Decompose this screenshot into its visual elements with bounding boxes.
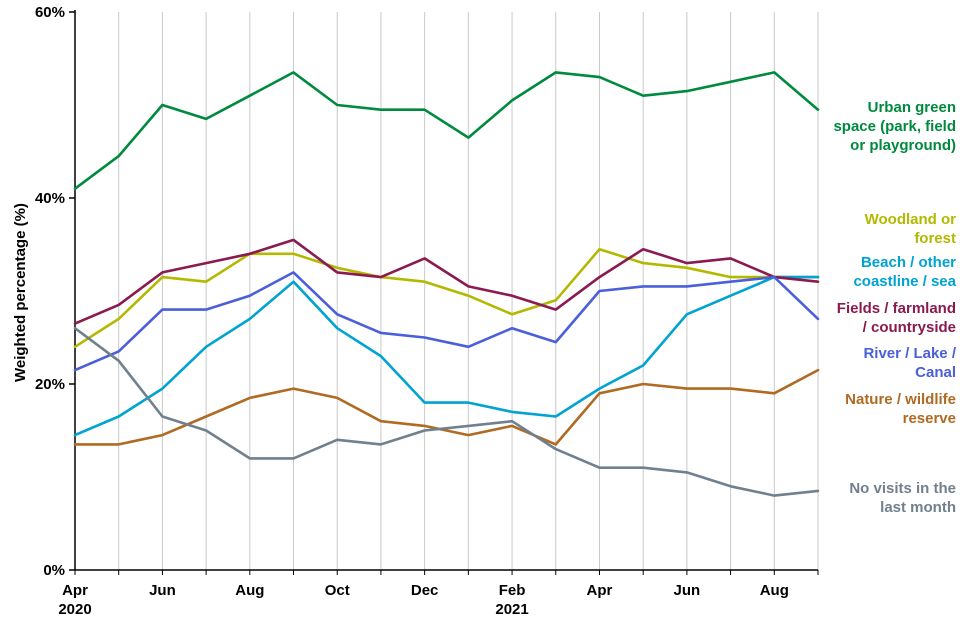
x-tick-label: Dec (411, 582, 439, 599)
x-tick-label: Apr (62, 582, 88, 599)
series-line-no-visits-last-month (73, 326, 820, 497)
y-axis-title: Weighted percentage (%) (12, 203, 29, 382)
y-tick-label: 20% (35, 376, 65, 393)
x-tick-label: Apr (587, 582, 613, 599)
y-tick-label: 60% (35, 4, 65, 21)
series-line-woodland-or-forest (73, 247, 820, 349)
x-tick-label: Oct (325, 582, 350, 599)
x-tick-label: Jun (149, 582, 176, 599)
y-tick-label: 0% (43, 562, 65, 579)
legend-woodland-or-forest: Woodland or forest (864, 211, 956, 248)
legend-river-lake-canal: River / Lake / Canal (863, 345, 956, 382)
x-tick-label: Aug (760, 582, 789, 599)
x-tick-year-label: 2021 (495, 601, 528, 618)
legend-no-visits-last-month: No visits in the last month (849, 480, 956, 517)
series-line-river-lake-canal (73, 271, 820, 372)
y-tick-label: 40% (35, 190, 65, 207)
x-tick-label: Feb (499, 582, 526, 599)
legend-urban-green-space: Urban green space (park, field or playgr… (833, 99, 956, 155)
x-tick-label: Jun (674, 582, 701, 599)
legend-beach-other-coastline-sea: Beach / other coastline / sea (853, 254, 956, 291)
legend: Urban green space (park, field or playgr… (820, 0, 956, 640)
series-line-urban-green-space (73, 71, 820, 190)
legend-fields-farmland-countryside: Fields / farmland / countryside (836, 300, 956, 337)
legend-nature-wildlife-reserve: Nature / wildlife reserve (845, 391, 956, 428)
x-tick-year-label: 2020 (58, 601, 91, 618)
series-line-fields-farmland-countryside (73, 238, 820, 325)
x-tick-label: Aug (235, 582, 264, 599)
series-line-nature-wildlife-reserve (73, 368, 820, 446)
series-line-beach-other-coastline-sea (73, 275, 820, 437)
gridlines (118, 12, 819, 570)
